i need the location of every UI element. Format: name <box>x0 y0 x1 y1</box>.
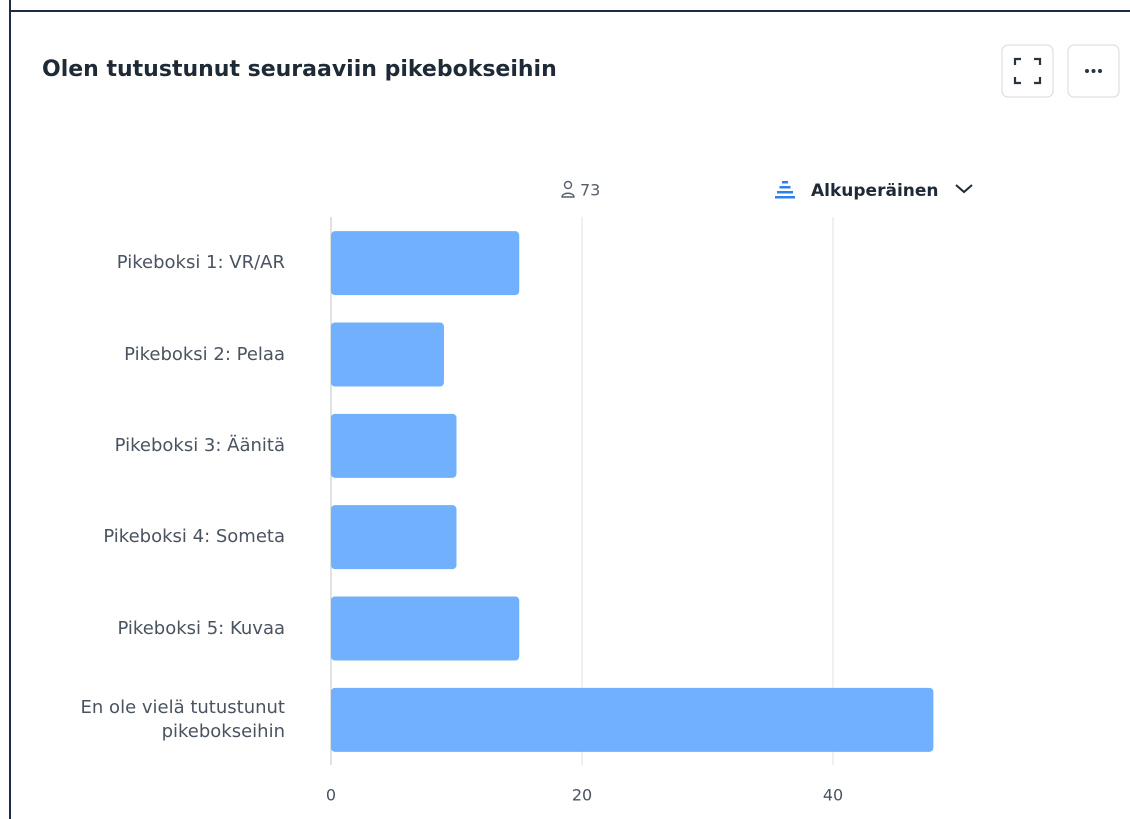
sort-icon[interactable] <box>775 181 795 199</box>
category-label: Pikeboksi 5: Kuvaa <box>117 617 285 639</box>
bar <box>331 413 457 478</box>
category-label: Pikeboksi 2: Pelaa <box>124 343 285 365</box>
more-button[interactable] <box>1067 44 1120 98</box>
sort-label[interactable]: Alkuperäinen <box>811 181 939 201</box>
respondent-count: 73 <box>580 181 600 200</box>
category-label: Pikeboksi 4: Someta <box>103 526 285 548</box>
bar <box>331 322 444 387</box>
chart-title: Olen tutustunut seuraaviin pikebokseihin <box>42 57 557 82</box>
category-label: Pikeboksi 1: VR/AR <box>116 252 285 274</box>
respondent-icon <box>561 180 575 198</box>
bar <box>331 505 457 570</box>
sort-chevron[interactable] <box>955 184 973 194</box>
bar <box>331 687 934 752</box>
category-label: En ole vielä tutustunut pikebokseihin <box>80 696 285 742</box>
category-label: Pikeboksi 3: Äänitä <box>114 434 285 456</box>
x-tick-label: 40 <box>823 786 843 805</box>
bar <box>331 596 520 661</box>
bar <box>331 231 520 296</box>
fullscreen-button[interactable] <box>1001 44 1054 98</box>
x-tick-label: 0 <box>326 786 336 805</box>
x-tick-label: 20 <box>572 786 592 805</box>
